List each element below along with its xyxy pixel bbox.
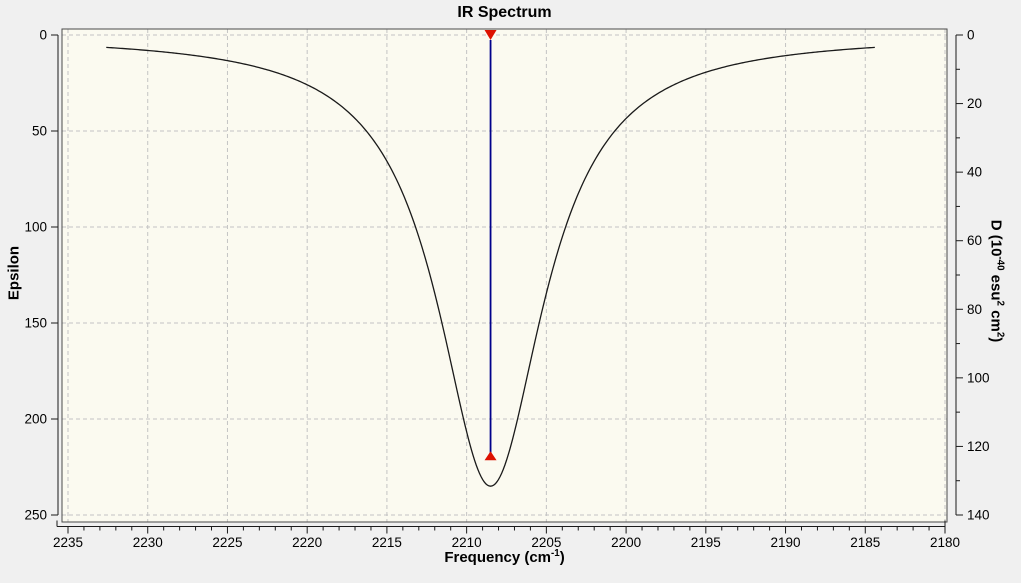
left-tick-label: 100 — [24, 220, 47, 235]
right-tick-label: 140 — [967, 508, 990, 523]
plot-area[interactable] — [62, 29, 947, 522]
right-tick-label: 120 — [967, 439, 990, 454]
x-tick-label: 2220 — [292, 535, 322, 550]
x-tick-label: 2235 — [53, 535, 83, 550]
right-tick-label: 40 — [967, 165, 982, 180]
chart-title: IR Spectrum — [457, 4, 552, 21]
x-tick-label: 2215 — [372, 535, 402, 550]
left-axis-title: Epsilon — [5, 245, 23, 301]
epsilon-curve — [106, 46, 875, 487]
right-tick-label: 60 — [967, 233, 982, 248]
left-tick-label: 150 — [24, 316, 47, 331]
peak-marker-top-icon — [484, 30, 497, 40]
x-tick-label: 2210 — [452, 535, 482, 550]
right-tick-label: 0 — [967, 28, 975, 43]
x-tick-label: 2185 — [850, 535, 880, 550]
right-tick-label: 20 — [967, 96, 982, 111]
right-tick-label: 80 — [967, 302, 982, 317]
right-tick-label: 100 — [967, 370, 990, 385]
x-tick-label: 2225 — [212, 535, 242, 550]
x-tick-label: 2190 — [771, 535, 801, 550]
left-tick-label: 250 — [24, 508, 47, 523]
right-axis-title: D (10-40 esu2 cm2) — [987, 219, 1006, 343]
left-tick-label: 0 — [39, 28, 47, 43]
plot-border — [61, 28, 948, 523]
x-tick-label: 2200 — [611, 535, 641, 550]
peak-marker-bottom-icon — [484, 451, 497, 461]
left-tick-label: 200 — [24, 412, 47, 427]
x-axis-title: Frequency (cm-1) — [444, 548, 565, 566]
x-tick-label: 2205 — [531, 535, 561, 550]
x-tick-label: 2195 — [691, 535, 721, 550]
left-tick-label: 50 — [32, 124, 47, 139]
x-tick-label: 2230 — [133, 535, 163, 550]
x-tick-label: 2180 — [930, 535, 960, 550]
